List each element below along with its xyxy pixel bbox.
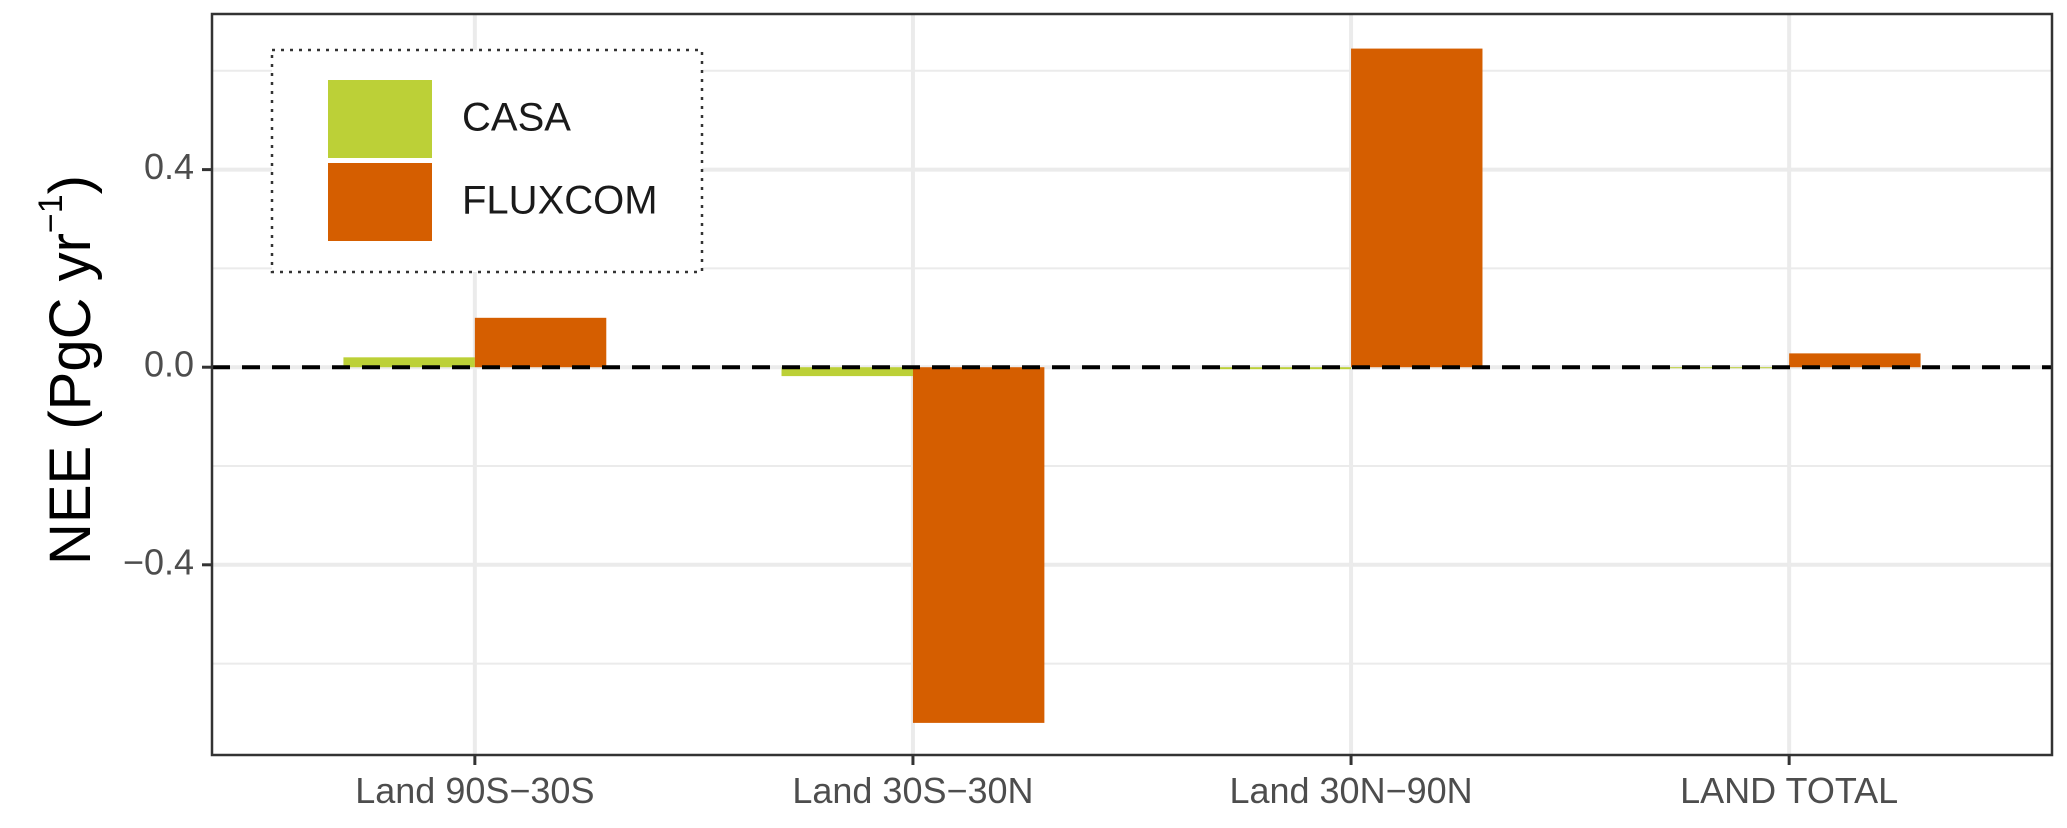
bars xyxy=(343,48,1921,723)
y-axis: −0.4 0.0 0.4 xyxy=(123,146,212,582)
y-axis-title-superscript: −1 xyxy=(32,194,70,233)
legend-swatch-casa xyxy=(328,80,432,158)
y-tick-label: 0.0 xyxy=(144,344,194,385)
bar-fluxcom-3 xyxy=(1351,48,1483,368)
x-tick-label: Land 90S−30S xyxy=(355,770,594,811)
x-tick-label: Land 30S−30N xyxy=(792,770,1033,811)
x-axis: Land 90S−30S Land 30S−30N Land 30N−90N LAND… xyxy=(355,755,1898,811)
legend-swatch-fluxcom xyxy=(328,163,432,241)
bar-casa-3 xyxy=(1219,367,1352,370)
legend-label-casa: CASA xyxy=(462,96,571,140)
x-tick-label: LAND TOTAL xyxy=(1680,770,1898,811)
x-tick-label: Land 30N−90N xyxy=(1229,770,1472,811)
y-axis-title: NEE (PgC yr−1) xyxy=(32,175,103,565)
bar-casa-1 xyxy=(343,357,475,368)
bar-fluxcom-2 xyxy=(912,367,1045,723)
bar-fluxcom-4 xyxy=(1789,353,1921,368)
bar-fluxcom-1 xyxy=(474,317,607,368)
bar-casa-2 xyxy=(781,367,913,377)
y-tick-label: 0.4 xyxy=(144,146,194,187)
legend-label-fluxcom: FLUXCOM xyxy=(462,179,658,223)
y-tick-label: −0.4 xyxy=(123,541,194,582)
panel-border xyxy=(210,12,2054,757)
legend: CASA FLUXCOM xyxy=(270,48,704,274)
y-axis-title-close: ) xyxy=(38,175,103,194)
